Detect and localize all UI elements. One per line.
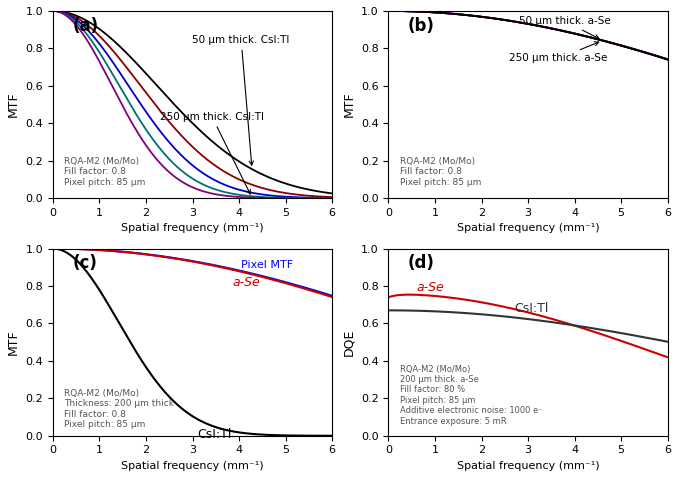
Text: Pixel MTF: Pixel MTF	[241, 260, 294, 270]
Y-axis label: DQE: DQE	[342, 328, 355, 356]
Text: RQA-M2 (Mo/Mo)
Fill factor: 0.8
Pixel pitch: 85 μm: RQA-M2 (Mo/Mo) Fill factor: 0.8 Pixel pi…	[64, 157, 146, 187]
Text: RQA-M2 (Mo/Mo)
Fill factor: 0.8
Pixel pitch: 85 μm: RQA-M2 (Mo/Mo) Fill factor: 0.8 Pixel pi…	[399, 157, 481, 187]
Text: 250 μm thick. CsI:Tl: 250 μm thick. CsI:Tl	[160, 111, 264, 194]
Text: CsI:Tl: CsI:Tl	[514, 303, 549, 315]
Text: 250 μm thick. a-Se: 250 μm thick. a-Se	[509, 42, 607, 64]
Y-axis label: MTF: MTF	[342, 92, 355, 118]
X-axis label: Spatial frequency (mm⁻¹): Spatial frequency (mm⁻¹)	[121, 461, 264, 471]
X-axis label: Spatial frequency (mm⁻¹): Spatial frequency (mm⁻¹)	[457, 223, 599, 233]
Text: (c): (c)	[73, 254, 98, 272]
Text: a-Se: a-Se	[232, 276, 260, 289]
Text: a-Se: a-Se	[416, 281, 444, 294]
Text: RQA-M2 (Mo/Mo)
200 μm thick. a-Se
Fill factor: 80 %
Pixel pitch: 85 μm
Additive : RQA-M2 (Mo/Mo) 200 μm thick. a-Se Fill f…	[399, 365, 542, 425]
X-axis label: Spatial frequency (mm⁻¹): Spatial frequency (mm⁻¹)	[457, 461, 599, 471]
Y-axis label: MTF: MTF	[7, 92, 20, 118]
Text: CsI:Tl: CsI:Tl	[197, 428, 231, 441]
Y-axis label: MTF: MTF	[7, 329, 20, 355]
Text: (b): (b)	[408, 17, 435, 34]
Text: (a): (a)	[73, 17, 98, 34]
Text: 50 μm thick. CsI:Tl: 50 μm thick. CsI:Tl	[193, 35, 290, 165]
Text: (d): (d)	[408, 254, 435, 272]
Text: 50 μm thick. a-Se: 50 μm thick. a-Se	[519, 16, 610, 39]
Text: RQA-M2 (Mo/Mo)
Thickness: 200 μm thick
Fill factor: 0.8
Pixel pitch: 85 μm: RQA-M2 (Mo/Mo) Thickness: 200 μm thick F…	[64, 389, 174, 429]
X-axis label: Spatial frequency (mm⁻¹): Spatial frequency (mm⁻¹)	[121, 223, 264, 233]
